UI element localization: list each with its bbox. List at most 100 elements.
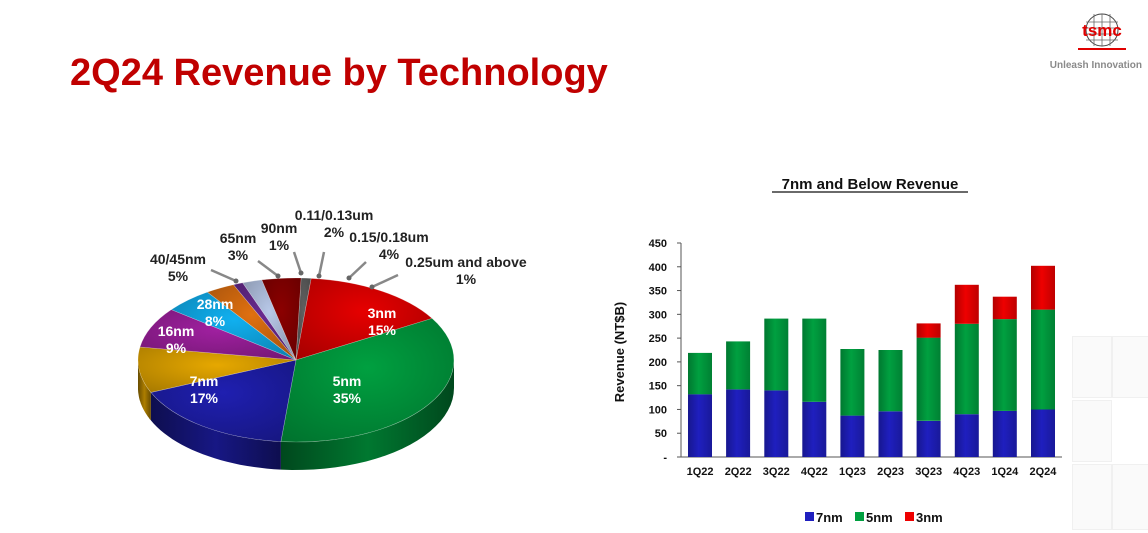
- pie-label-name: 65nm: [220, 230, 257, 246]
- bar-7nm-4Q23: [954, 414, 979, 457]
- svg-text:tsmc: tsmc: [1082, 21, 1122, 40]
- pie-label-name: 0.11/0.13um: [295, 207, 374, 223]
- pie-slice-90nm: [232, 282, 297, 361]
- pie-leader-line: [292, 251, 303, 274]
- decorative-square: [1112, 464, 1148, 530]
- x-tick-label: 4Q22: [801, 466, 828, 478]
- bar-3nm-3Q23: [916, 323, 941, 338]
- pie-label-value: 35%: [333, 390, 362, 406]
- decorative-square: [1072, 400, 1112, 462]
- pie-side-16nm: [138, 360, 151, 421]
- pie-slice-0-25um-and-above: [295, 277, 312, 361]
- pie-label-name: 3nm: [368, 305, 397, 321]
- pie-label-name: 0.15/0.18um: [349, 229, 428, 245]
- pie-leader-dot: [275, 273, 281, 279]
- pie-leader-dot: [298, 270, 304, 276]
- pie-label-value: 9%: [166, 340, 187, 356]
- bar-5nm-2Q23: [878, 350, 903, 412]
- x-tick-label: 2Q22: [725, 466, 752, 478]
- pie-leader-dot: [369, 284, 375, 290]
- decorative-square: [1072, 336, 1112, 398]
- pie-label-name: 90nm: [261, 220, 298, 236]
- bar-5nm-3Q23: [916, 337, 941, 421]
- bar-5nm-2Q22: [726, 341, 751, 390]
- y-tick-label: 450: [649, 238, 667, 250]
- x-tick-label: 1Q24: [991, 466, 1019, 478]
- y-tick-label: 400: [649, 262, 667, 274]
- x-tick-label: 3Q22: [763, 466, 790, 478]
- pie-label-value: 15%: [368, 322, 397, 338]
- y-tick-label: 250: [649, 333, 667, 345]
- legend-swatch-5nm: [855, 512, 864, 521]
- tsmc-logo: tsmc: [1042, 8, 1142, 72]
- pie-label-value: 1%: [456, 271, 477, 287]
- pie-label-name: 40/45nm: [150, 251, 206, 267]
- legend-label-5nm: 5nm: [866, 510, 893, 525]
- bar-7nm-4Q22: [802, 401, 827, 457]
- y-tick-label: 100: [649, 404, 667, 416]
- page-title: 2Q24 Revenue by Technology: [70, 52, 608, 94]
- legend-label-3nm: 3nm: [916, 510, 943, 525]
- decorative-square: [1112, 336, 1148, 398]
- pie-leader-dot: [233, 278, 239, 284]
- bar-5nm-1Q23: [840, 349, 865, 416]
- y-tick-label: -: [663, 452, 667, 464]
- bar-7nm-2Q22: [726, 389, 751, 457]
- x-tick-label: 1Q23: [839, 466, 866, 478]
- pie-side-walls: [138, 360, 454, 470]
- legend-label-7nm: 7nm: [816, 510, 843, 525]
- bar-7nm-2Q24: [1031, 409, 1055, 457]
- bar-5nm-2Q24: [1031, 309, 1055, 410]
- bar-5nm-1Q24: [992, 319, 1017, 411]
- pie-label-value: 4%: [379, 246, 400, 262]
- x-tick-label: 2Q24: [1029, 466, 1057, 478]
- pie-slice-0-11-0-13um: [242, 279, 297, 361]
- brand-tagline: Unleash Innovation: [1049, 60, 1142, 71]
- pie-label-name: 28nm: [197, 296, 234, 312]
- bar-5nm-1Q22: [688, 352, 712, 395]
- pie-slice-5nm: [280, 318, 455, 443]
- bar-5nm-3Q22: [764, 318, 789, 391]
- bar-5nm-4Q23: [954, 323, 979, 415]
- pie-slice-40-45nm: [170, 291, 297, 361]
- pie-leader-line: [210, 268, 237, 283]
- pie-leader-dot: [316, 273, 322, 279]
- legend-swatch-3nm: [905, 512, 914, 521]
- pie-leader-line: [317, 251, 326, 277]
- y-tick-label: 150: [649, 381, 667, 393]
- pie-leader-line: [257, 260, 279, 277]
- pie-slice-16nm: [137, 346, 297, 393]
- pie-slice-0-15-0-18um: [261, 277, 302, 361]
- y-tick-label: 50: [655, 428, 667, 440]
- y-axis-label: Revenue (NT$B): [612, 302, 627, 402]
- x-tick-label: 3Q23: [915, 466, 942, 478]
- pie-label-name: 5nm: [333, 373, 362, 389]
- pie-label-value: 3%: [228, 247, 249, 263]
- bar-7nm-3Q23: [916, 420, 941, 457]
- bar-3nm-1Q24: [992, 296, 1017, 320]
- pie-leader-line: [371, 273, 399, 289]
- pie-leader-dot: [346, 275, 352, 281]
- y-tick-label: 350: [649, 286, 667, 298]
- pie-label-value: 8%: [205, 313, 226, 329]
- pie-label-name: 7nm: [190, 373, 219, 389]
- bar-7nm-2Q23: [878, 411, 903, 457]
- bar-7nm-1Q24: [992, 410, 1017, 457]
- decorative-square: [1072, 464, 1112, 530]
- bar-5nm-4Q22: [802, 318, 827, 402]
- pie-label-value: 5%: [168, 268, 189, 284]
- pie-label-name: 16nm: [158, 323, 195, 339]
- bar-7nm-1Q22: [688, 394, 712, 457]
- pie-slice-7nm: [150, 359, 297, 442]
- pie-slice-28nm: [139, 309, 297, 361]
- bar-3nm-2Q24: [1031, 265, 1055, 310]
- pie-leader-line: [348, 261, 367, 279]
- pie-slice-3nm: [295, 278, 433, 361]
- pie-label-value: 17%: [190, 390, 219, 406]
- pie-side-5nm: [280, 360, 454, 470]
- bar-7nm-3Q22: [764, 390, 789, 457]
- pie-top-faces: [137, 277, 455, 443]
